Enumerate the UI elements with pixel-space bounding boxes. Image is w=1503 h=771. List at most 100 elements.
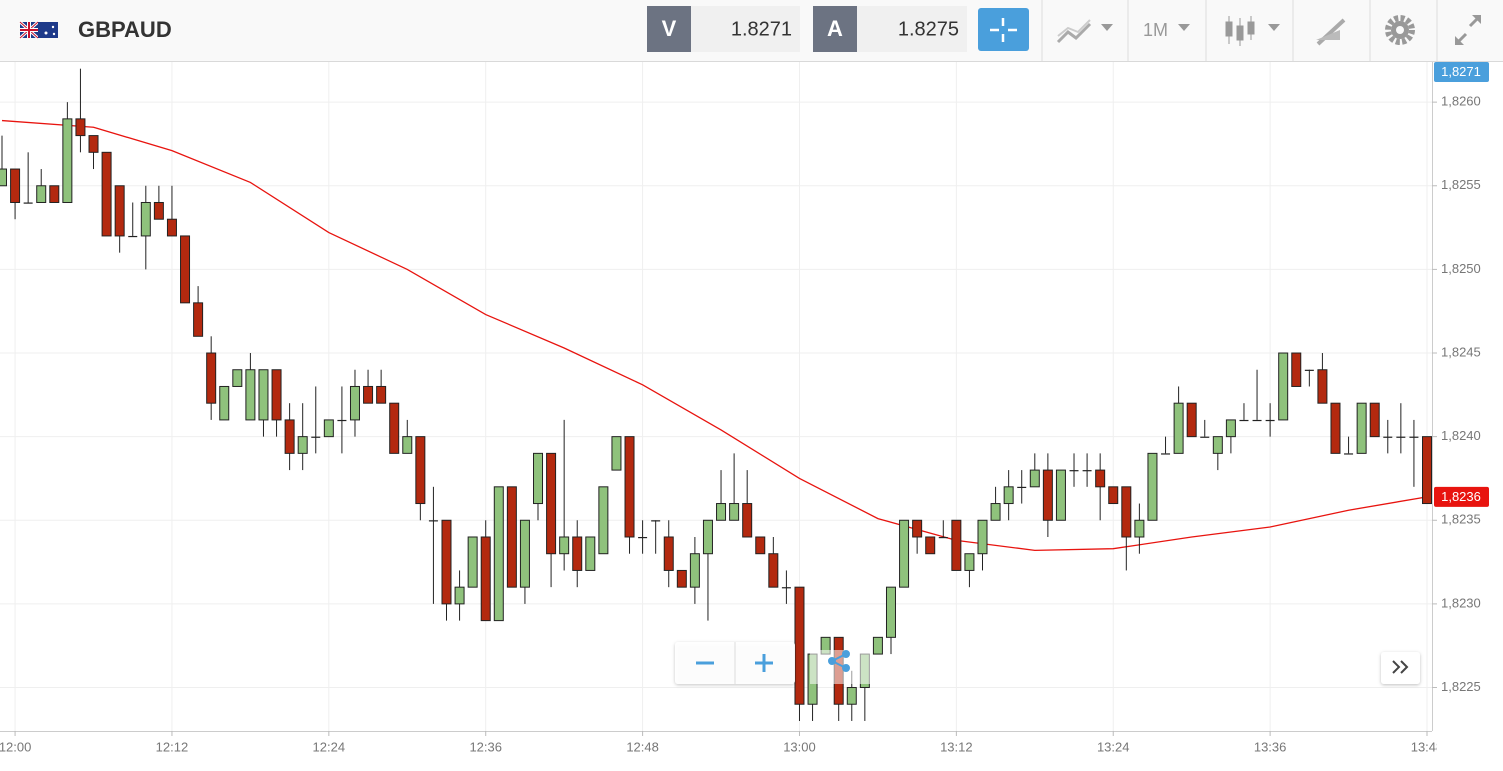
timeframe[interactable]: 1M (1143, 20, 1168, 40)
bid-box[interactable] (691, 6, 800, 52)
candle-body (1265, 419, 1275, 422)
candle-body (1225, 419, 1236, 438)
candle-body (781, 587, 791, 589)
candle-body (1134, 519, 1145, 538)
candle-body (964, 553, 975, 571)
candle-body (912, 519, 923, 538)
settings-button[interactable] (1385, 15, 1415, 45)
y-tick-label: 1,8240 (1441, 428, 1481, 443)
candle-body (389, 402, 400, 454)
candle-body (572, 536, 583, 571)
candle-body (1173, 402, 1184, 454)
candle-body (899, 519, 910, 588)
indicator-button[interactable] (1056, 19, 1113, 44)
candle-body (506, 486, 517, 588)
grid (0, 62, 1432, 731)
candle-body (1069, 470, 1079, 472)
candle-body (1356, 402, 1367, 454)
candle-body (441, 519, 452, 605)
candle-body (1317, 369, 1328, 404)
candle-body (1082, 470, 1092, 472)
candle-body (611, 436, 622, 471)
candle-body (951, 519, 962, 571)
candle-body (1029, 469, 1040, 488)
candle-body (598, 486, 609, 555)
candle-body (702, 519, 713, 555)
x-tick-label: 12:24 (313, 739, 346, 754)
scroll-right-button[interactable] (1381, 652, 1420, 684)
candle-body (638, 536, 648, 539)
candle-body (716, 503, 727, 521)
candle-body (0, 168, 7, 187)
y-tick-label: 1,8255 (1441, 177, 1481, 192)
zoom-in[interactable] (755, 654, 773, 672)
candle-body (1212, 436, 1223, 454)
share-icon (828, 650, 850, 672)
ask-price[interactable]: 1.8275 (898, 18, 959, 40)
last-price-label: 1,8236 (1441, 489, 1481, 504)
crosshair-button[interactable] (978, 8, 1029, 51)
candle-body (363, 385, 374, 404)
x-tick-label: 13:36 (1254, 739, 1287, 754)
candle-body (467, 536, 478, 588)
bid-price[interactable]: 1.8271 (731, 18, 792, 40)
candle-body (1108, 486, 1119, 505)
candle-body (794, 586, 805, 705)
candle-body (546, 452, 557, 555)
x-tick-label: 13:12 (940, 739, 973, 754)
candle-body (349, 385, 360, 421)
ask-tag[interactable]: A (827, 16, 843, 41)
timeframe-arrow[interactable] (1178, 24, 1190, 31)
candle-body (245, 369, 256, 421)
candle-body (219, 385, 230, 421)
bid-tag[interactable]: V (662, 16, 677, 41)
candle-body (1422, 436, 1432, 505)
candle-body (651, 520, 661, 522)
candle-body (1291, 352, 1302, 387)
candle-body (284, 419, 295, 454)
x-tick-label: 12:48 (626, 739, 659, 754)
candle-body (1121, 486, 1132, 538)
x-tick-label: 12:36 (469, 739, 502, 754)
candle-body (206, 352, 217, 404)
candle-body (624, 436, 635, 538)
ask-box[interactable] (857, 6, 967, 52)
candle-body (1239, 419, 1249, 422)
chart-type-button[interactable] (1225, 16, 1280, 46)
candle-body (140, 201, 151, 237)
plot (0, 68, 1432, 721)
candle-body (559, 536, 570, 555)
fullscreen-button[interactable] (1455, 15, 1481, 45)
candle-body (1147, 452, 1158, 521)
moving-average (1, 119, 1428, 552)
ask-tag-box[interactable] (813, 6, 857, 52)
candle-body (1278, 352, 1289, 421)
share-button[interactable] (810, 650, 870, 684)
candle-body (1396, 436, 1406, 438)
candle-body (337, 419, 347, 422)
candle-body (271, 369, 282, 421)
y-tick-label: 1,8260 (1441, 94, 1481, 109)
candle-body (258, 369, 269, 421)
candle-body (88, 135, 99, 153)
candle-body (1200, 436, 1210, 438)
x-tick-label: 12:12 (156, 739, 189, 754)
candle-body (428, 520, 438, 522)
candle-body (1330, 402, 1341, 454)
candle-body (768, 553, 779, 588)
candle-body (114, 185, 125, 237)
candle-body (885, 586, 896, 638)
candle-body (938, 536, 948, 539)
candle-body (180, 235, 191, 304)
candle-body (729, 503, 740, 521)
x-tick-label: 12:00 (0, 739, 31, 754)
draw-button[interactable] (1316, 18, 1346, 46)
candle-body (153, 201, 164, 220)
candle-body (10, 168, 21, 203)
candle-body (1252, 419, 1262, 422)
candle-body (689, 553, 700, 588)
bid-tag-box[interactable] (647, 6, 691, 52)
toolbar-separators (1041, 0, 1438, 61)
crosshair-icon (990, 18, 1017, 42)
